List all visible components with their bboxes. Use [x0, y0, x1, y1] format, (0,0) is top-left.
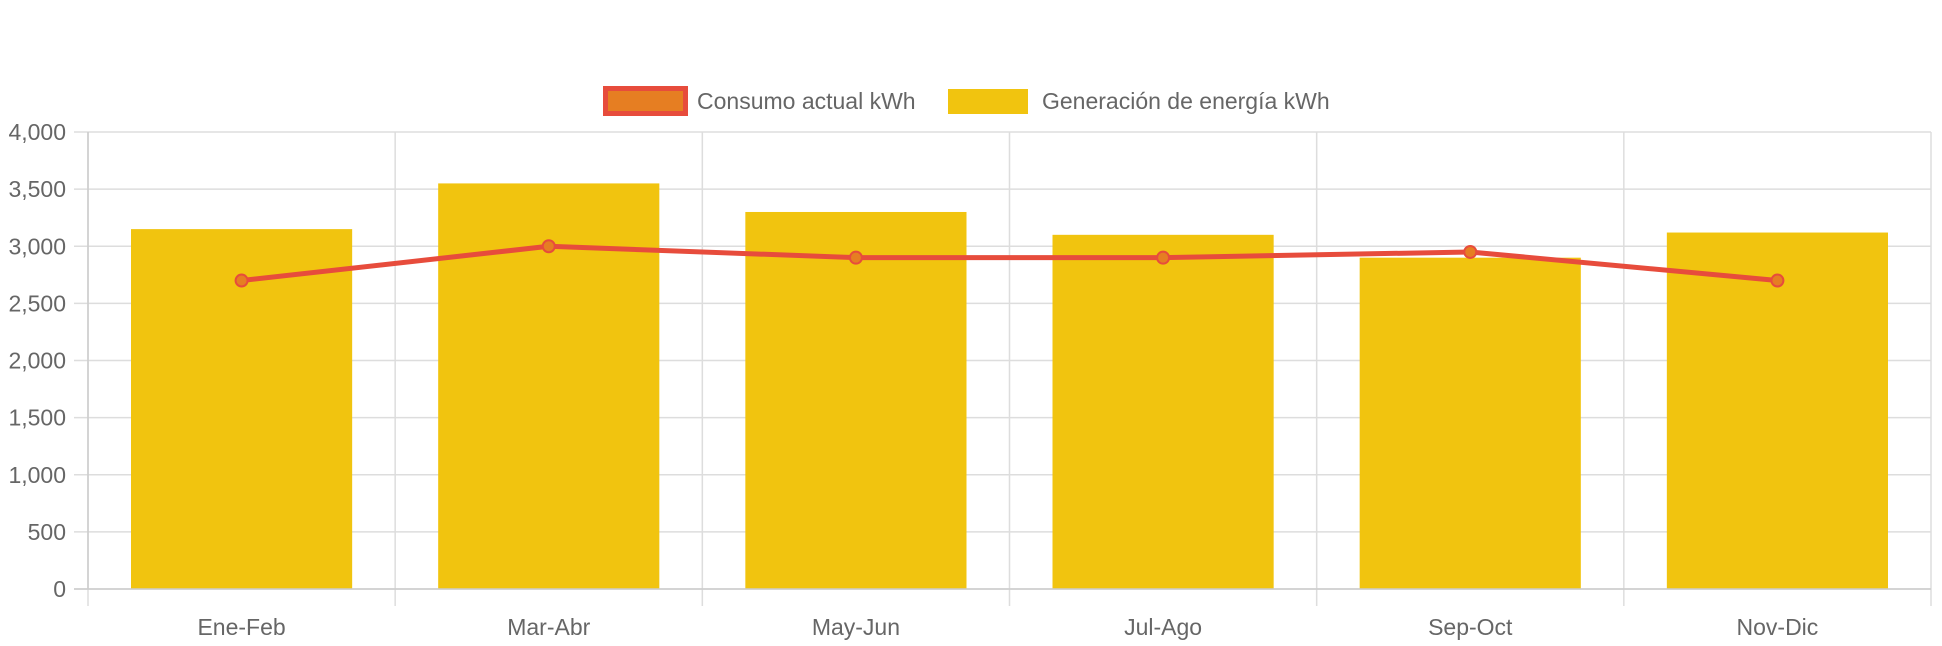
y-tick-label: 2,000 — [8, 348, 66, 374]
legend-item-consumo[interactable]: Consumo actual kWh — [603, 86, 916, 116]
y-tick-label: 3,000 — [8, 233, 66, 259]
legend-label-consumo: Consumo actual kWh — [697, 88, 916, 114]
bar-generacion[interactable] — [745, 211, 967, 589]
bar-generacion[interactable] — [1666, 232, 1888, 590]
y-tick-label: 1,000 — [8, 462, 66, 488]
x-tick-label: Nov-Dic — [1737, 614, 1819, 640]
line-series-consumo — [234, 239, 1785, 288]
bar-generacion[interactable] — [131, 229, 353, 590]
legend-swatch-consumo — [603, 86, 688, 116]
bar-generacion[interactable] — [1052, 234, 1274, 589]
x-tick-label: May-Jun — [812, 614, 900, 640]
line-consumo — [241, 243, 1778, 284]
x-tick-label: Sep-Oct — [1428, 614, 1513, 640]
bar-series-generacion — [131, 183, 1888, 590]
point-consumo[interactable] — [541, 239, 556, 254]
y-tick-label: 2,500 — [8, 290, 66, 316]
point-consumo[interactable] — [1770, 273, 1785, 288]
bar-generacion[interactable] — [1359, 257, 1581, 589]
point-consumo[interactable] — [1463, 244, 1478, 259]
grid-lines — [74, 131, 1932, 606]
x-tick-label: Mar-Abr — [507, 614, 590, 640]
point-consumo[interactable] — [234, 273, 249, 288]
point-consumo[interactable] — [848, 250, 863, 265]
legend-swatch-generacion — [948, 89, 1028, 114]
x-tick-label: Jul-Ago — [1124, 614, 1202, 640]
x-tick-label: Ene-Feb — [197, 614, 285, 640]
y-tick-label: 0 — [53, 576, 66, 602]
axes: 0 500 1,000 1,500 2,000 2,500 3,000 3,500 4,000 E… — [8, 119, 1931, 640]
legend-label-generacion: Generación de energía kWh — [1042, 88, 1330, 114]
y-tick-label: 4,000 — [8, 119, 66, 145]
y-tick-label: 1,500 — [8, 405, 66, 431]
y-tick-label: 3,500 — [8, 176, 66, 202]
legend[interactable]: Consumo actual kWh Generación de energía … — [603, 86, 1330, 116]
legend-item-generacion[interactable]: Generación de energía kWh — [948, 88, 1330, 114]
point-consumo[interactable] — [1156, 250, 1171, 265]
y-tick-label: 500 — [28, 519, 66, 545]
